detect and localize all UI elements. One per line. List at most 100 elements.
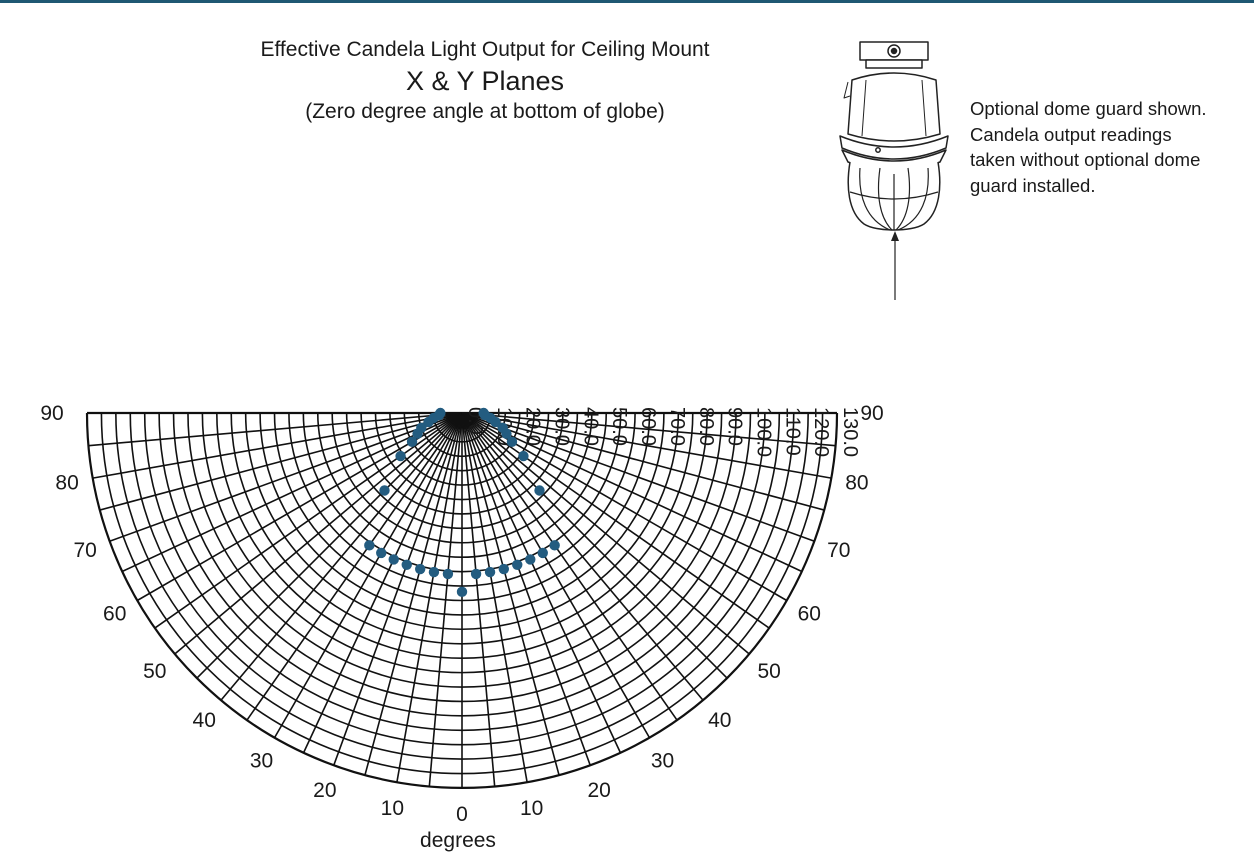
data-point	[416, 422, 427, 433]
chart-title: Effective Candela Light Output for Ceili…	[260, 38, 710, 61]
radial-tick-label: 110.0	[781, 407, 803, 456]
accent-top-rule	[0, 0, 1254, 3]
x-axis-label: degrees	[420, 829, 496, 852]
angle-tick-label: 50	[758, 660, 781, 683]
radial-tick-label: 130.0	[839, 407, 861, 457]
grid-spoke	[99, 412, 463, 511]
angular-grid-spokes	[87, 412, 837, 788]
dome-pointer-arrow-icon	[891, 231, 899, 300]
radial-tick-labels: 0.010.020.030.040.050.060.070.080.090.01…	[464, 407, 861, 457]
grid-spoke	[461, 412, 803, 573]
data-point	[478, 407, 489, 419]
angle-tick-label: 90	[40, 402, 63, 425]
grid-spoke	[461, 412, 728, 679]
radial-tick-label: 40.0	[579, 407, 601, 446]
grid-spoke	[332, 412, 463, 766]
data-point	[406, 436, 418, 448]
angle-tick-label: 20	[313, 779, 336, 802]
angle-tick-label: 70	[827, 539, 850, 562]
radial-tick-label: 50.0	[608, 407, 630, 446]
angle-tick-label: 50	[143, 660, 166, 683]
data-point	[498, 563, 510, 575]
grid-spoke	[461, 412, 750, 655]
grid-spoke	[461, 412, 678, 721]
note-line: Optional dome guard shown.	[970, 98, 1207, 119]
data-point	[388, 554, 399, 565]
data-point	[435, 407, 446, 419]
grid-spoke	[461, 412, 704, 701]
angle-tick-label: 90	[860, 402, 883, 425]
angle-tick-label: 30	[651, 749, 674, 772]
radial-tick-label: 20.0	[522, 407, 544, 446]
angle-tick-label: 10	[520, 797, 543, 820]
angle-tick-label: 40	[193, 709, 216, 732]
radial-tick-label: 120.0	[810, 407, 832, 457]
angle-tick-labels: 0 10 10 20 20 30 30 40 40 50 50 60 60 70 70 80 80 90 90	[40, 402, 883, 826]
grid-spoke	[461, 412, 815, 543]
grid-spoke	[461, 412, 770, 629]
radial-tick-label: 70.0	[666, 407, 688, 446]
dome-guard-note: Optional dome guard shown. Candela outpu…	[970, 96, 1250, 198]
angle-tick-label: 0	[456, 803, 468, 826]
grid-spoke	[364, 412, 463, 776]
grid-spoke	[461, 412, 825, 511]
angle-tick-label: 80	[845, 472, 868, 495]
data-point	[414, 563, 426, 575]
chart-caption: (Zero degree angle at bottom of globe)	[305, 100, 665, 123]
data-point	[456, 586, 468, 598]
grid-spoke	[220, 412, 463, 701]
note-line: guard installed.	[970, 174, 1096, 196]
data-point	[549, 540, 560, 551]
angle-tick-label: 30	[250, 749, 273, 772]
data-point	[534, 485, 545, 496]
radial-tick-label: 80.0	[695, 407, 717, 446]
grid-spoke	[92, 412, 463, 479]
grid-spoke	[196, 412, 463, 679]
radial-tick-label: 60.0	[637, 407, 659, 446]
grid-spoke	[121, 412, 463, 573]
grid-spoke	[273, 412, 463, 739]
data-point	[428, 566, 440, 578]
data-series	[364, 407, 560, 598]
grid-spoke	[461, 412, 622, 754]
data-point	[506, 436, 518, 448]
data-point	[484, 566, 496, 578]
radial-tick-label: 100.0	[752, 407, 774, 457]
data-point	[512, 559, 523, 570]
angle-tick-label: 80	[55, 472, 78, 495]
radial-tick-label: 30.0	[551, 407, 573, 446]
data-point	[395, 450, 406, 462]
data-point	[525, 554, 536, 565]
grid-spoke	[154, 412, 463, 629]
grid-spoke	[396, 412, 463, 783]
angle-tick-label: 60	[798, 603, 821, 626]
grid-spoke	[461, 412, 528, 783]
angle-tick-label: 20	[587, 779, 610, 802]
ceiling-mount-light-fixture-icon	[839, 41, 949, 231]
data-point	[364, 540, 375, 551]
chart-title-block: Effective Candela Light Output for Ceili…	[185, 36, 785, 126]
grid-spoke	[428, 412, 463, 787]
grid-spoke	[461, 412, 836, 447]
grid-spoke	[461, 412, 496, 787]
angle-tick-label: 60	[103, 603, 126, 626]
data-point	[497, 422, 508, 433]
data-point	[401, 559, 412, 570]
chart-subtitle: X & Y Planes	[405, 66, 565, 96]
data-point	[442, 568, 454, 580]
data-point	[470, 568, 482, 580]
grid-spoke	[461, 412, 832, 479]
note-line: Candela output readings	[970, 123, 1172, 145]
grid-spoke	[461, 412, 651, 739]
grid-spoke	[461, 412, 560, 776]
grid-spoke	[88, 412, 463, 447]
radial-tick-label: 90.0	[724, 407, 746, 446]
data-point	[376, 547, 387, 559]
angle-tick-label: 70	[74, 539, 97, 562]
angle-tick-label: 10	[381, 797, 404, 820]
grid-spoke	[246, 412, 463, 721]
data-point	[379, 485, 390, 496]
angle-tick-label: 40	[708, 709, 731, 732]
data-point	[537, 547, 548, 559]
